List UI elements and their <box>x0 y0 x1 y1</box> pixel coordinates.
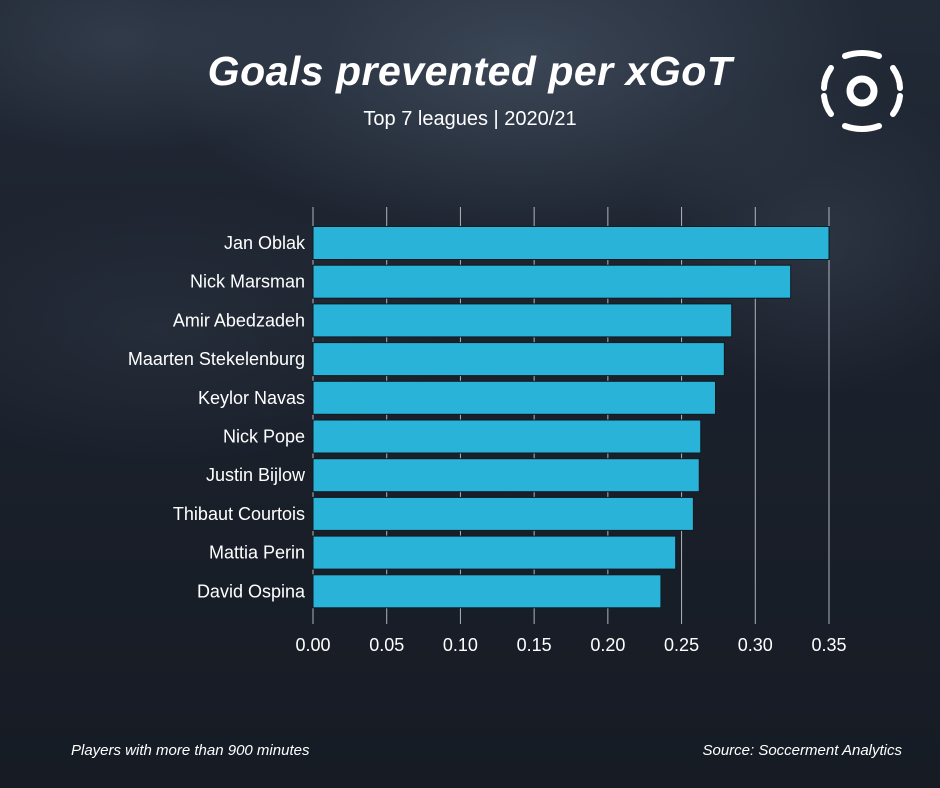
category-label: Mattia Perin <box>209 543 305 563</box>
category-label: David Ospina <box>197 581 306 601</box>
x-tick-label: 0.25 <box>664 635 699 655</box>
bar <box>312 342 725 377</box>
bar <box>312 535 677 570</box>
chart-title: Goals prevented per xGoT <box>207 48 733 94</box>
category-label: Justin Bijlow <box>206 465 306 485</box>
category-label: Keylor Navas <box>198 388 305 408</box>
soccerment-logo-icon <box>821 50 903 132</box>
chart-subtitle: Top 7 leagues | 2020/21 <box>363 108 577 130</box>
bar <box>312 458 700 493</box>
x-tick-label: 0.15 <box>517 635 552 655</box>
x-tick-label: 0.20 <box>590 635 625 655</box>
x-tick-label: 0.35 <box>811 635 846 655</box>
category-label: Jan Oblak <box>224 233 306 253</box>
x-tick-label: 0.10 <box>443 635 478 655</box>
category-label: Amir Abedzadeh <box>173 310 305 330</box>
bar <box>312 419 702 454</box>
bar <box>312 226 830 260</box>
category-label: Thibaut Courtois <box>173 504 305 524</box>
bar <box>312 264 792 299</box>
bar <box>312 496 694 531</box>
x-tick-label: 0.00 <box>295 635 330 655</box>
category-label: Maarten Stekelenburg <box>128 349 305 369</box>
bar <box>312 574 662 609</box>
x-tick-label: 0.05 <box>369 635 404 655</box>
x-tick-label: 0.30 <box>738 635 773 655</box>
bar <box>312 380 716 415</box>
category-label: Nick Pope <box>223 427 305 447</box>
bar <box>312 303 733 338</box>
footer-source: Source: Soccerment Analytics <box>702 742 902 759</box>
category-label: Nick Marsman <box>190 272 305 292</box>
footer-note: Players with more than 900 minutes <box>71 742 310 759</box>
